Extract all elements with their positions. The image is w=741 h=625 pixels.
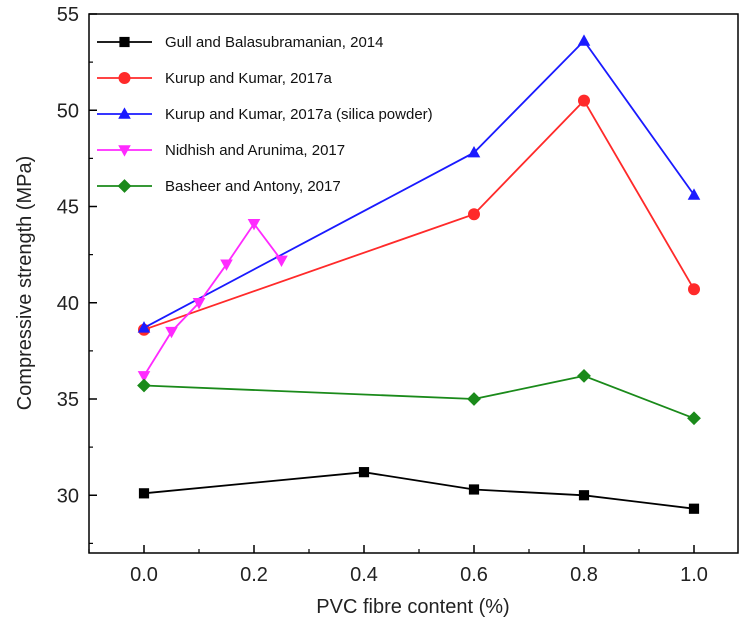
data-point [688,283,700,296]
legend-label: Basheer and Antony, 2017 [165,178,341,195]
data-point [358,467,370,478]
series-3 [137,34,701,333]
series-line [143,471,695,510]
series-line [143,39,695,329]
y-tick-label: 40 [57,293,79,315]
legend-marker [119,36,130,48]
legend-entry: Gull and Balasubramanian, 2014 [97,34,383,51]
legend-entry: Kurup and Kumar, 2017a [97,70,332,87]
x-axis-ticks: 0.0 0.2 0.4 0.6 0.8 1.0 [88,545,708,586]
legend-marker [117,179,132,193]
series-line [143,99,695,331]
series-5 [137,369,701,426]
data-point [467,392,481,406]
data-point [577,34,591,46]
legend-label: Kurup and Kumar, 2017a [165,70,332,87]
legend-label: Nidhish and Arunima, 2017 [165,142,345,159]
plot-frame [88,13,739,554]
y-tick-label: 45 [57,197,79,219]
legend-label: Gull and Balasubramanian, 2014 [165,34,383,51]
series-layer [137,34,701,514]
series-line [143,222,283,377]
data-point [220,259,233,271]
x-tick-label: 0.4 [350,564,378,586]
data-point [468,484,480,495]
x-tick-label: 0.2 [240,564,268,586]
data-point [467,146,481,158]
legend-entry: Kurup and Kumar, 2017a (silica powder) [97,106,433,123]
y-tick-label: 50 [57,100,79,122]
y-tick-label: 30 [57,485,79,507]
data-point [577,369,591,383]
series-1 [138,467,700,514]
data-point [578,490,590,501]
legend-marker [118,107,131,119]
legend-marker [118,145,131,157]
series-4 [137,219,288,383]
legend: Gull and Balasubramanian, 2014 Kurup and … [97,34,433,195]
x-tick-label: 0.6 [460,564,488,586]
legend-label: Kurup and Kumar, 2017a (silica powder) [165,106,433,123]
x-tick-label: 0.8 [570,564,598,586]
data-point [687,188,701,200]
data-point [165,326,178,339]
data-point [137,378,151,393]
data-point [687,411,701,426]
y-tick-label: 55 [57,4,79,26]
series-2 [138,94,700,336]
data-point [247,219,261,231]
legend-entry: Basheer and Antony, 2017 [97,178,341,195]
data-point [275,255,288,267]
legend-marker [118,72,131,84]
y-tick-label: 35 [57,389,79,411]
data-point [192,297,206,310]
data-point [578,94,590,107]
data-point [138,488,150,499]
x-axis-title: PVC fibre content (%) [316,596,509,618]
data-point [468,208,480,221]
data-point [688,503,700,514]
series-line [143,374,695,420]
data-point [137,371,151,383]
x-tick-label: 1.0 [680,564,708,586]
y-axis-title: Compressive strength (MPa) [14,156,36,411]
legend-entry: Nidhish and Arunima, 2017 [97,142,345,159]
y-axis-ticks: 30 35 40 45 50 55 [57,4,97,544]
x-tick-label: 0.0 [130,564,158,586]
data-point [137,321,151,333]
